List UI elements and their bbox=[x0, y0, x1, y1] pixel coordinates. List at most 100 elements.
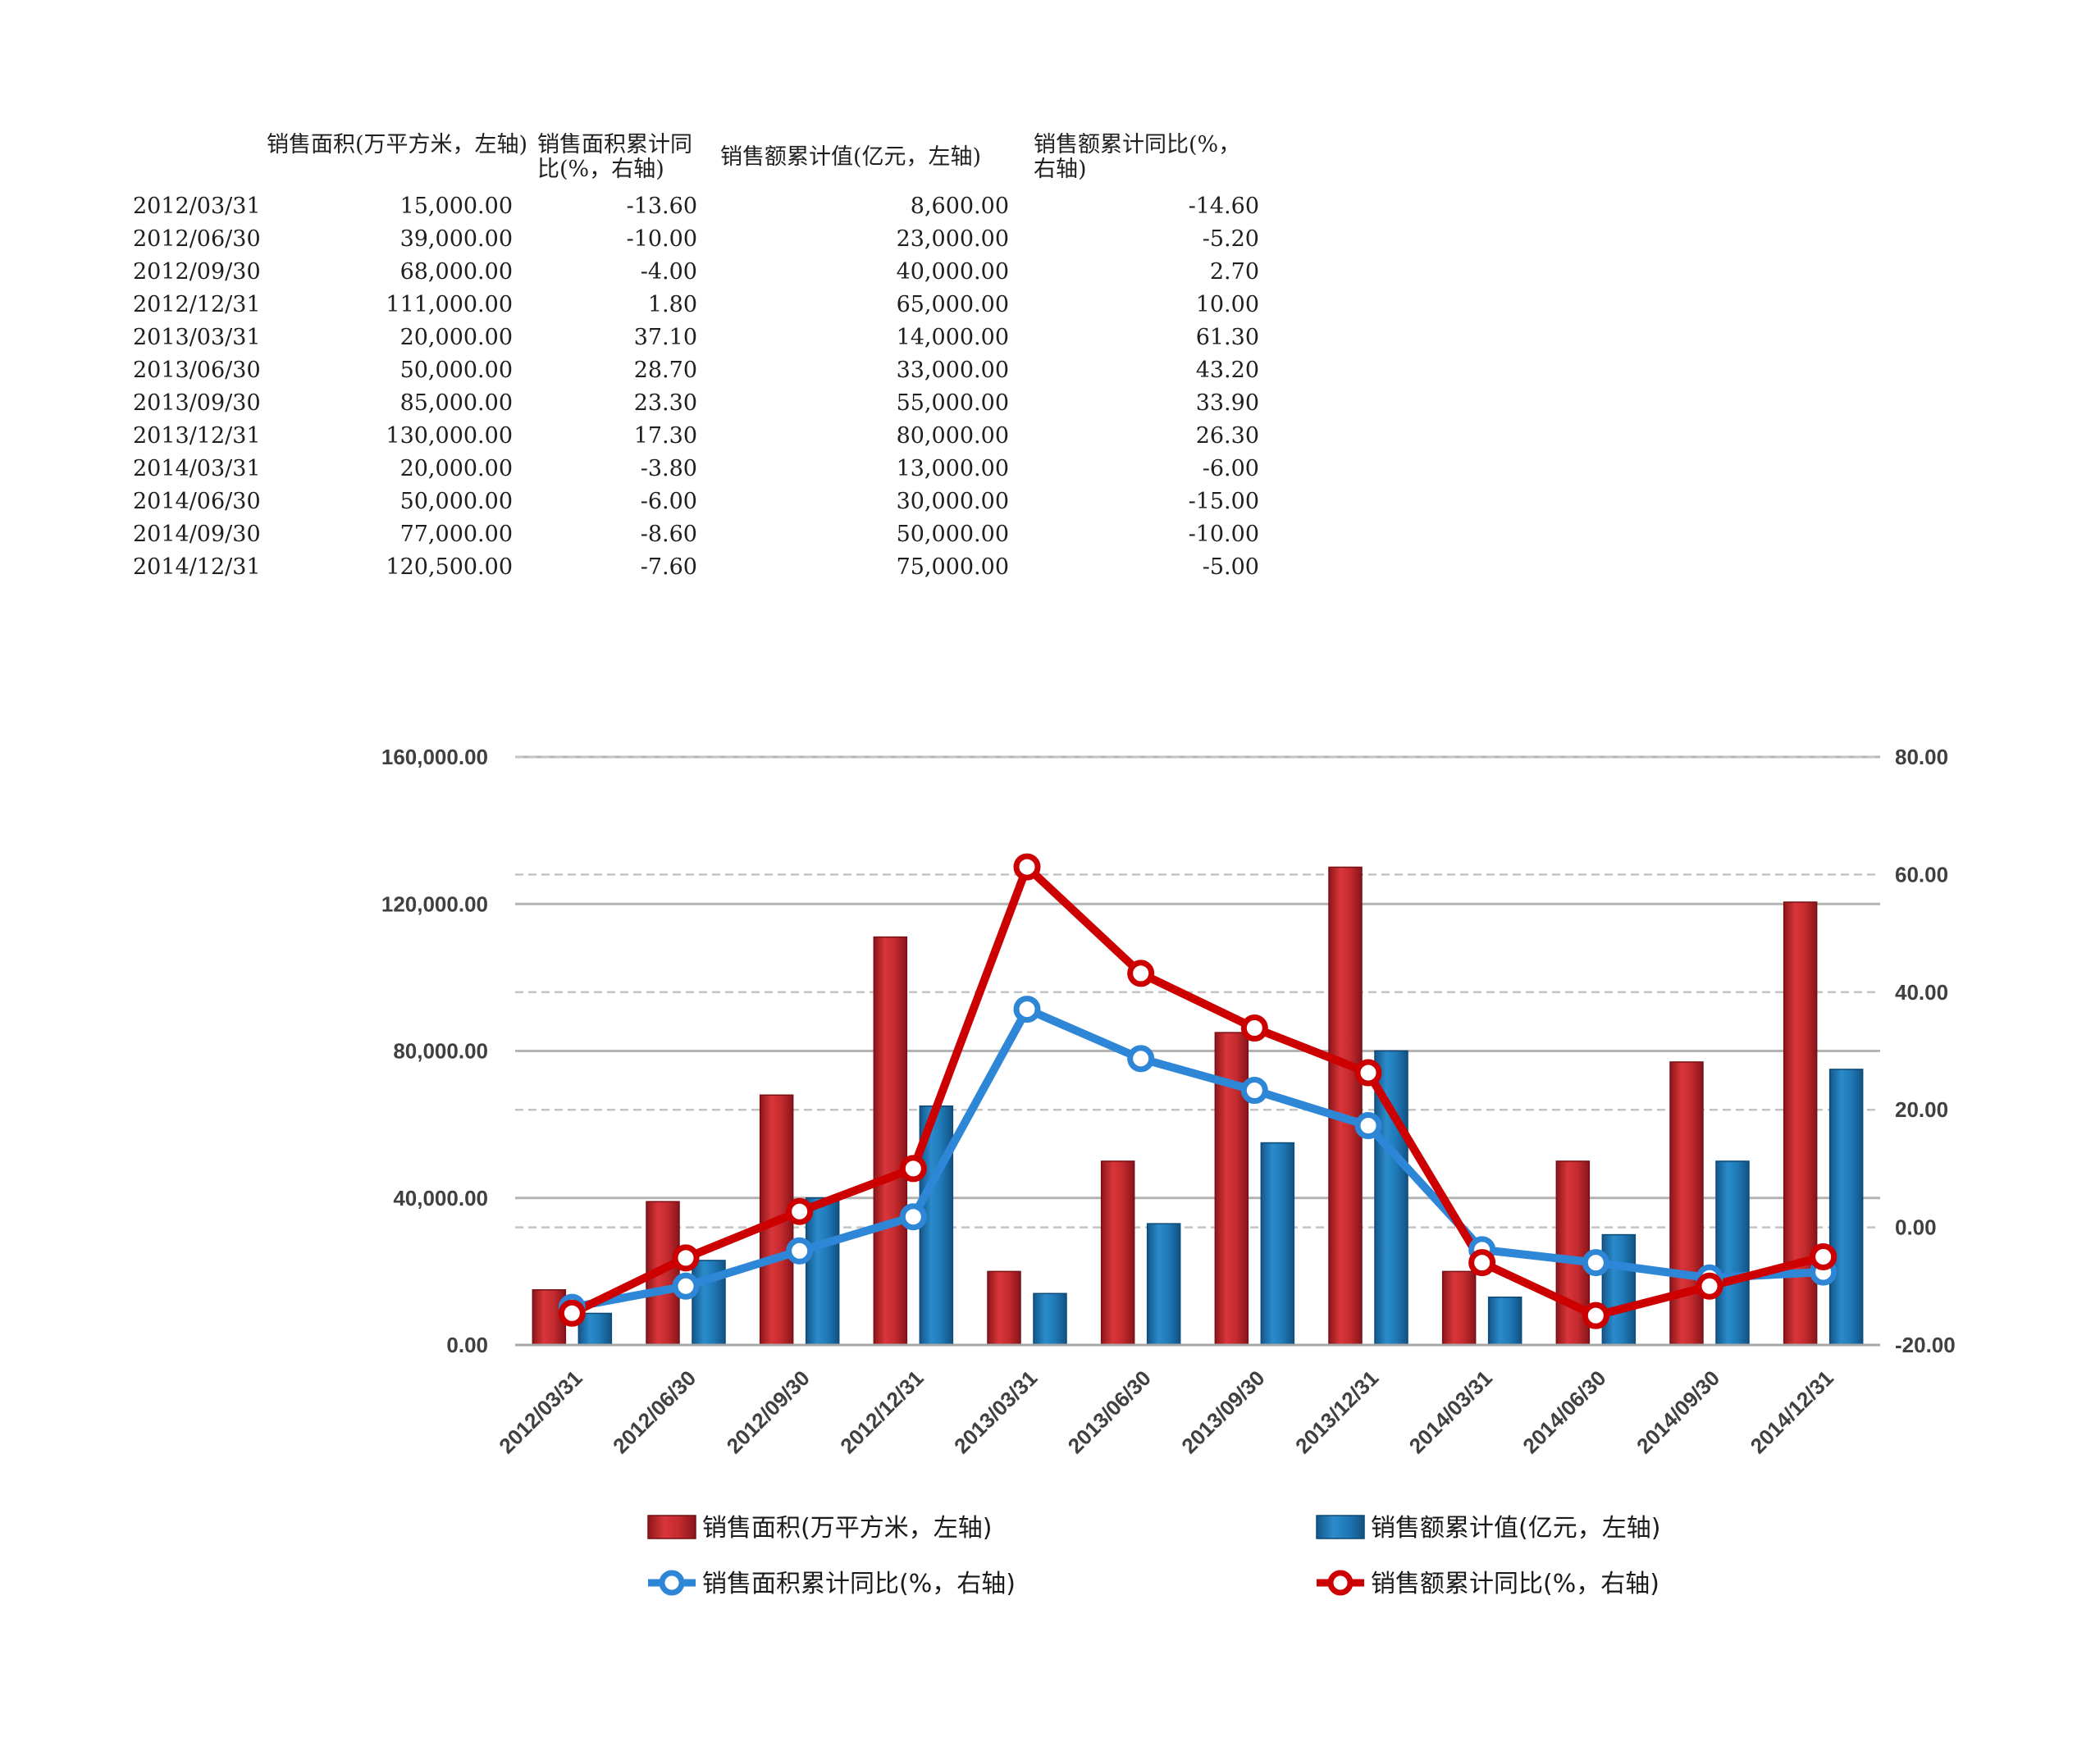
cell-sales-yoy: 33.90 bbox=[1195, 390, 1259, 416]
cell-sales-yoy: 26.30 bbox=[1195, 423, 1259, 449]
x-tick-label: 2012/09/30 bbox=[722, 1365, 815, 1458]
cell-area: 120,500.00 bbox=[386, 554, 513, 580]
cell-sales: 65,000.00 bbox=[896, 292, 1009, 317]
point-sales-yoy bbox=[1696, 1272, 1723, 1300]
right-tick-label: 20.00 bbox=[1895, 1097, 1948, 1122]
point-area-yoy bbox=[786, 1237, 814, 1265]
cell-area: 50,000.00 bbox=[399, 489, 513, 514]
bar-sales bbox=[1033, 1292, 1067, 1346]
bar-sales bbox=[1146, 1223, 1181, 1346]
point-area-yoy bbox=[1582, 1249, 1609, 1277]
point-area-yoy bbox=[1127, 1045, 1155, 1073]
left-tick-label: 0.00 bbox=[446, 1333, 488, 1357]
x-tick-label: 2014/09/30 bbox=[1632, 1365, 1724, 1458]
bar-area bbox=[873, 936, 908, 1346]
cell-area: 68,000.00 bbox=[399, 259, 513, 285]
cell-date: 2014/12/31 bbox=[133, 554, 261, 580]
point-sales-yoy bbox=[1013, 853, 1041, 881]
x-tick-label: 2014/03/31 bbox=[1404, 1365, 1497, 1458]
point-area-yoy bbox=[1240, 1077, 1268, 1105]
cell-area-yoy: -13.60 bbox=[626, 194, 697, 219]
point-area-yoy bbox=[1354, 1112, 1382, 1140]
cell-date: 2012/09/30 bbox=[133, 259, 261, 285]
point-sales-yoy bbox=[1240, 1014, 1268, 1042]
x-tick-label: 2012/06/30 bbox=[608, 1365, 701, 1458]
cell-sales: 33,000.00 bbox=[896, 358, 1009, 383]
cell-area-yoy: -6.00 bbox=[640, 489, 697, 514]
right-tick-label: -20.00 bbox=[1895, 1333, 1956, 1357]
lines bbox=[558, 853, 1838, 1329]
x-tick-label: 2012/03/31 bbox=[494, 1365, 587, 1458]
bar-area bbox=[1669, 1061, 1704, 1346]
cell-sales-yoy: -6.00 bbox=[1202, 456, 1259, 481]
cell-date: 2012/12/31 bbox=[133, 292, 261, 317]
point-sales-yoy bbox=[786, 1197, 814, 1225]
cell-area: 111,000.00 bbox=[386, 292, 513, 317]
left-tick-label: 120,000.00 bbox=[381, 891, 488, 916]
legend-label: 销售额累计同比(%，右轴) bbox=[1371, 1570, 1659, 1598]
cell-sales-yoy: -10.00 bbox=[1188, 522, 1259, 547]
cell-area: 77,000.00 bbox=[399, 522, 513, 547]
legend-label: 销售额累计值(亿元，左轴) bbox=[1371, 1514, 1660, 1543]
legend-swatch-marker bbox=[659, 1570, 685, 1596]
table-header-area: 销售面积(万平方米，左轴) bbox=[267, 132, 528, 157]
cell-area-yoy: 37.10 bbox=[633, 325, 697, 350]
left-tick-label: 160,000.00 bbox=[381, 745, 488, 769]
cell-date: 2013/12/31 bbox=[133, 423, 261, 449]
bar-sales bbox=[1260, 1142, 1295, 1346]
cell-sales: 75,000.00 bbox=[896, 554, 1009, 580]
cell-sales: 80,000.00 bbox=[896, 423, 1009, 449]
bar-area bbox=[1328, 866, 1363, 1346]
legend-swatch bbox=[647, 1515, 696, 1539]
left-tick-label: 80,000.00 bbox=[393, 1039, 488, 1064]
x-tick-label: 2013/09/30 bbox=[1176, 1365, 1269, 1458]
right-tick-label: 40.00 bbox=[1895, 980, 1948, 1005]
cell-area-yoy: 23.30 bbox=[633, 390, 697, 416]
point-sales-yoy bbox=[1468, 1249, 1496, 1277]
cell-area: 20,000.00 bbox=[399, 325, 513, 350]
bar-sales bbox=[1715, 1160, 1750, 1346]
cell-sales: 8,600.00 bbox=[910, 194, 1009, 219]
legend-label: 销售面积累计同比(%，右轴) bbox=[702, 1570, 1016, 1598]
bar-area bbox=[1100, 1160, 1135, 1346]
x-tick-label: 2014/12/31 bbox=[1746, 1365, 1838, 1458]
data-table: 销售面积(万平方米，左轴) 销售面积累计同比(%，右轴) 销售额累计值(亿元，左… bbox=[0, 0, 2100, 607]
cell-sales: 40,000.00 bbox=[896, 259, 1009, 285]
cell-sales-yoy: -5.00 bbox=[1202, 554, 1259, 580]
cell-sales-yoy: 43.20 bbox=[1195, 358, 1259, 383]
cell-area-yoy: 28.70 bbox=[633, 358, 697, 383]
x-tick-label: 2013/06/30 bbox=[1063, 1365, 1156, 1458]
cell-area-yoy: -3.80 bbox=[640, 456, 697, 481]
left-tick-label: 40,000.00 bbox=[393, 1186, 488, 1210]
point-sales-yoy bbox=[558, 1299, 586, 1327]
cell-date: 2013/03/31 bbox=[133, 325, 261, 350]
bar-sales bbox=[1828, 1069, 1864, 1346]
right-tick-label: 60.00 bbox=[1895, 862, 1948, 887]
cell-sales-yoy: 10.00 bbox=[1195, 292, 1259, 317]
cell-date: 2014/03/31 bbox=[133, 456, 261, 481]
cell-date: 2012/03/31 bbox=[133, 194, 261, 219]
line-area-yoy bbox=[568, 1005, 1828, 1312]
axes: 0.00 40,000.00 80,000.00 120,000.00 160,000.… bbox=[381, 745, 1956, 1458]
cell-area-yoy: -10.00 bbox=[626, 226, 697, 252]
cell-area-yoy: 1.80 bbox=[647, 292, 697, 317]
cell-sales: 23,000.00 bbox=[896, 226, 1009, 252]
point-sales-yoy bbox=[672, 1244, 700, 1272]
right-tick-label: 80.00 bbox=[1895, 745, 1948, 769]
x-tick-label: 2014/06/30 bbox=[1518, 1365, 1610, 1458]
cell-sales-yoy: 2.70 bbox=[1209, 259, 1259, 285]
table-header-area-yoy: 销售面积累计同比(%，右轴) bbox=[537, 132, 692, 182]
table-header-sales-yoy: 销售额累计同比(%，右轴) bbox=[1034, 132, 1241, 182]
legend: 销售面积(万平方米，左轴) 销售额累计值(亿元，左轴) 销售面积累计同比(%，右轴)… bbox=[647, 1514, 1660, 1598]
cell-area-yoy: -8.60 bbox=[640, 522, 697, 547]
x-tick-label: 2012/12/31 bbox=[835, 1365, 928, 1458]
cell-area-yoy: -7.60 bbox=[640, 554, 697, 580]
bar-area bbox=[987, 1270, 1021, 1346]
cell-area: 15,000.00 bbox=[399, 194, 513, 219]
bar-area bbox=[1441, 1270, 1477, 1346]
cell-date: 2013/09/30 bbox=[133, 390, 261, 416]
line-sales-yoy bbox=[568, 863, 1828, 1320]
bar-sales bbox=[1601, 1233, 1637, 1346]
cell-date: 2012/06/30 bbox=[133, 226, 261, 252]
